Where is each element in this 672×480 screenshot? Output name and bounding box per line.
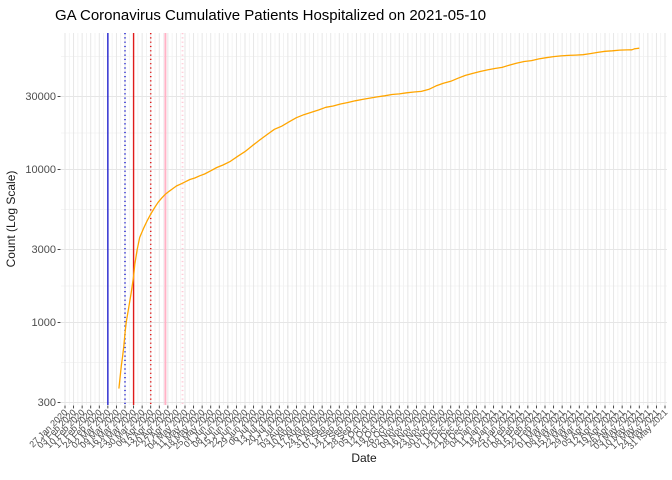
chart-title: GA Coronavirus Cumulative Patients Hospi…	[55, 7, 486, 24]
y-tick-label: 10000	[25, 164, 56, 176]
y-axis-title: Count (Log Scale)	[4, 171, 18, 268]
y-tick-label: 1000	[32, 317, 56, 329]
y-major-gridlines	[61, 96, 667, 403]
axis-tick-marks	[57, 96, 666, 409]
y-minor-gridlines	[61, 56, 667, 363]
y-tick-labels: 300 1000 3000 10000 30000	[25, 91, 56, 409]
x-axis-title: Date	[351, 451, 377, 465]
y-tick-label: 3000	[32, 244, 56, 256]
x-minor-gridlines	[68, 33, 662, 405]
data-series	[118, 47, 640, 389]
y-tick-label: 30000	[25, 91, 56, 103]
cumulative-patients-hospitalized-line	[118, 47, 640, 389]
y-tick-label: 300	[38, 397, 56, 409]
reference-lines	[107, 33, 184, 405]
